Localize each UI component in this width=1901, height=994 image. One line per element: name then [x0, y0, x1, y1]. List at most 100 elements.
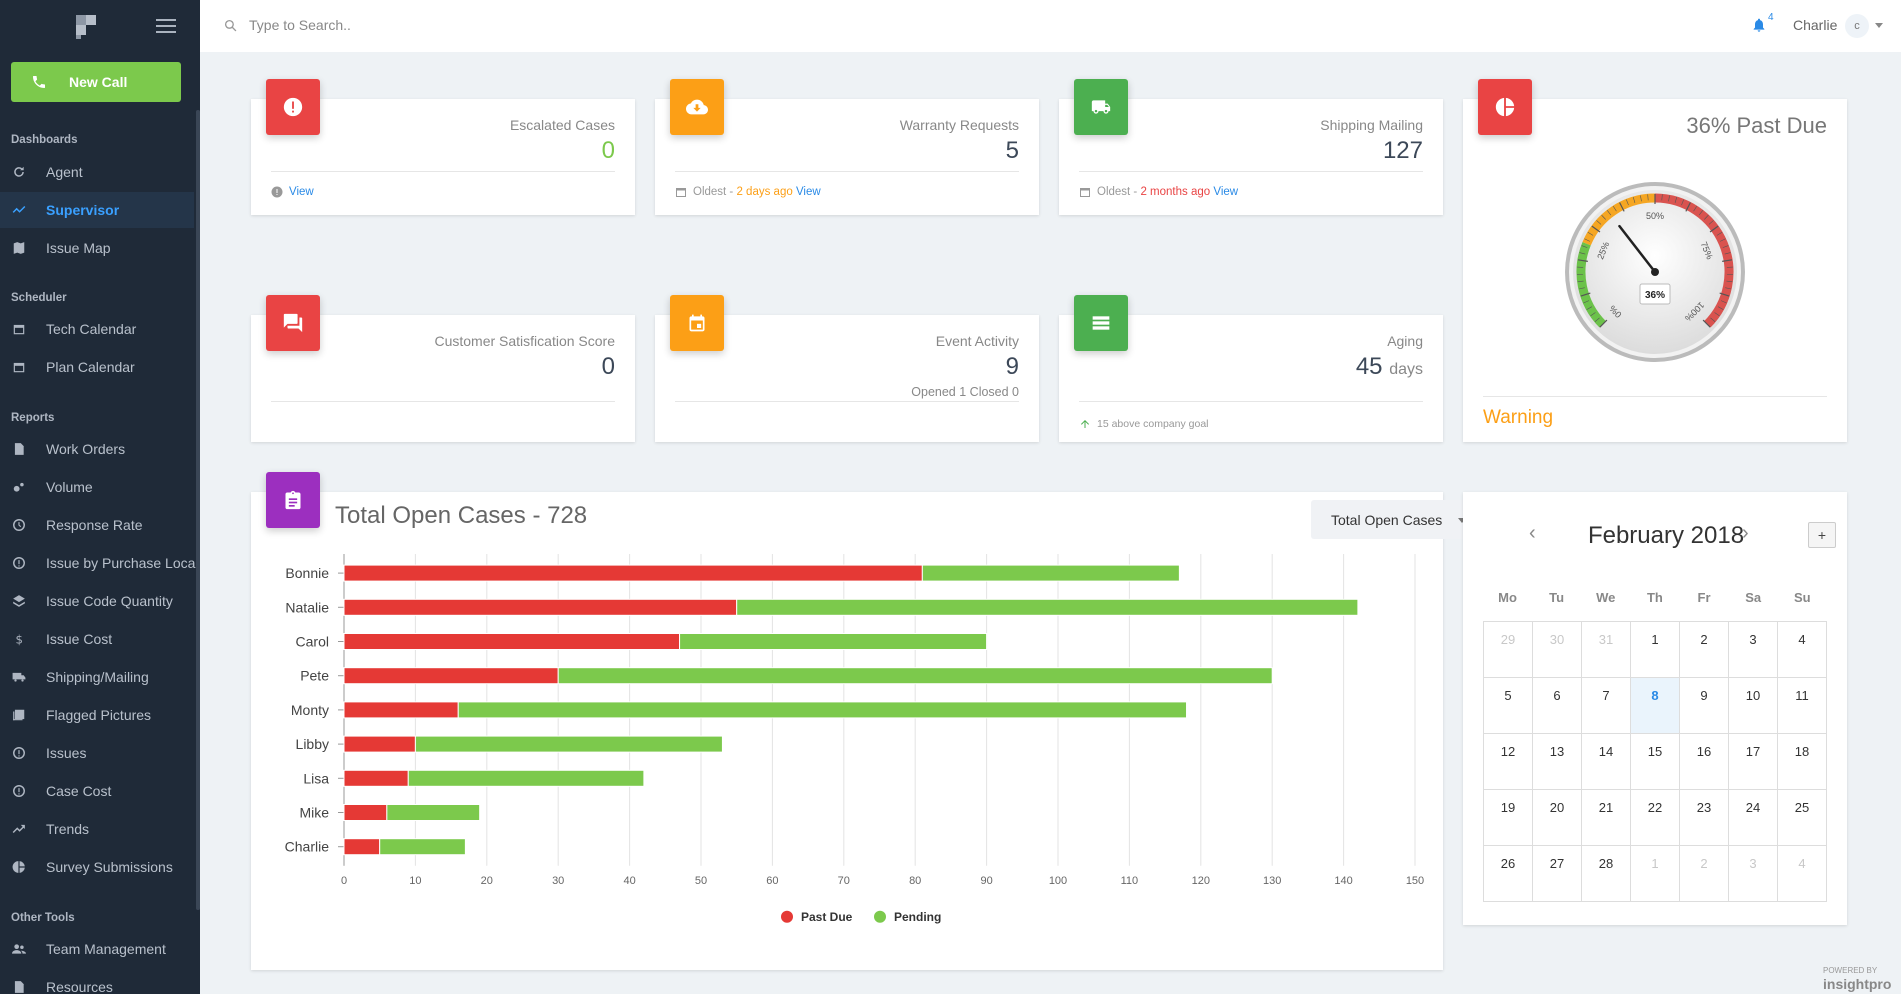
- sidebar-item-work-orders[interactable]: Work Orders: [0, 431, 194, 467]
- gauge-band: [1576, 241, 1606, 328]
- sidebar-item-issue-map[interactable]: Issue Map: [0, 230, 194, 266]
- bar-past-due[interactable]: [343, 735, 416, 753]
- calendar-day[interactable]: 6: [1533, 678, 1582, 734]
- bar-pending[interactable]: [414, 735, 723, 753]
- x-tick-label: 100: [1049, 875, 1067, 887]
- bar-past-due[interactable]: [343, 701, 459, 719]
- user-menu-caret-icon[interactable]: [1875, 23, 1883, 28]
- chart-dropdown[interactable]: Total Open Cases: [1311, 500, 1488, 539]
- bar-pending[interactable]: [679, 633, 988, 650]
- calendar-day[interactable]: 1: [1631, 846, 1680, 902]
- search-input[interactable]: Type to Search..: [249, 17, 351, 33]
- sidebar-item-survey-submissions[interactable]: Survey Submissions: [0, 849, 194, 885]
- calendar-day[interactable]: 3: [1729, 846, 1778, 902]
- calendar-add-button[interactable]: +: [1808, 522, 1836, 548]
- shipping-icon-box: [1074, 79, 1128, 135]
- search-bar[interactable]: Type to Search..: [224, 17, 351, 33]
- user-name[interactable]: Charlie: [1793, 17, 1838, 33]
- logo-icon[interactable]: [72, 12, 100, 40]
- bar-past-due[interactable]: [343, 667, 559, 685]
- calendar-prev-icon[interactable]: ‹: [1529, 522, 1536, 544]
- bar-pending[interactable]: [557, 667, 1273, 685]
- calendar-day[interactable]: 11: [1778, 678, 1827, 734]
- calendar-day[interactable]: 20: [1533, 790, 1582, 846]
- bar-past-due[interactable]: [343, 838, 381, 856]
- escalated-view-link[interactable]: View: [289, 186, 314, 198]
- calendar-day[interactable]: 24: [1729, 790, 1778, 846]
- calendar-day-today[interactable]: 8: [1631, 678, 1680, 734]
- warranty-oldest-label: Oldest -: [693, 186, 734, 198]
- sidebar-item-issue-cost[interactable]: $ Issue Cost: [0, 621, 194, 657]
- menu-toggle-icon[interactable]: [156, 19, 176, 33]
- calendar-day[interactable]: 21: [1582, 790, 1631, 846]
- calendar-day[interactable]: 26: [1484, 846, 1533, 902]
- sidebar-item-tech-calendar[interactable]: Tech Calendar: [0, 311, 194, 347]
- sidebar-item-case-cost[interactable]: Case Cost: [0, 773, 194, 809]
- notification-count: 4: [1768, 12, 1774, 23]
- calendar-day[interactable]: 13: [1533, 734, 1582, 790]
- calendar-day[interactable]: 28: [1582, 846, 1631, 902]
- sidebar-item-plan-calendar[interactable]: Plan Calendar: [0, 349, 194, 385]
- calendar-next-icon[interactable]: ›: [1742, 522, 1749, 544]
- calendar-day[interactable]: 10: [1729, 678, 1778, 734]
- category-label: Bonnie: [285, 565, 329, 581]
- calendar-day[interactable]: 22: [1631, 790, 1680, 846]
- calendar-day[interactable]: 27: [1533, 846, 1582, 902]
- bar-past-due[interactable]: [343, 804, 388, 821]
- sidebar-scrollbar[interactable]: [196, 110, 200, 910]
- calendar-day[interactable]: 18: [1778, 734, 1827, 790]
- sidebar-item-resources[interactable]: Resources: [0, 969, 194, 994]
- calendar-day[interactable]: 3: [1729, 622, 1778, 678]
- calendar-day[interactable]: 14: [1582, 734, 1631, 790]
- sidebar-item-issues[interactable]: Issues: [0, 735, 194, 771]
- calendar-day[interactable]: 2: [1680, 622, 1729, 678]
- sidebar-item-shipping-mailing[interactable]: Shipping/Mailing: [0, 659, 194, 695]
- bar-pending[interactable]: [921, 564, 1180, 582]
- bar-pending[interactable]: [407, 769, 645, 787]
- sidebar-item-flagged-pictures[interactable]: Flagged Pictures: [0, 697, 194, 733]
- bar-pending[interactable]: [379, 838, 466, 856]
- sidebar-item-response-rate[interactable]: Response Rate: [0, 507, 194, 543]
- sidebar-item-volume[interactable]: Volume: [0, 469, 194, 505]
- calendar-day[interactable]: 12: [1484, 734, 1533, 790]
- bar-past-due[interactable]: [343, 564, 923, 582]
- warranty-view-link[interactable]: View: [795, 186, 821, 198]
- calendar-day[interactable]: 16: [1680, 734, 1729, 790]
- calendar-day[interactable]: 31: [1582, 622, 1631, 678]
- calendar-day[interactable]: 5: [1484, 678, 1533, 734]
- sidebar-item-team-management[interactable]: Team Management: [0, 931, 194, 967]
- calendar-day[interactable]: 9: [1680, 678, 1729, 734]
- shipping-view-link[interactable]: View: [1213, 186, 1239, 198]
- bar-pending[interactable]: [386, 804, 481, 821]
- calendar-day[interactable]: 15: [1631, 734, 1680, 790]
- shipping-value: 127: [1382, 137, 1423, 164]
- x-tick-label: 120: [1192, 875, 1210, 887]
- x-tick-label: 140: [1334, 875, 1352, 887]
- sidebar-item-trends[interactable]: Trends: [0, 811, 194, 847]
- avatar[interactable]: c: [1845, 14, 1869, 38]
- calendar-day[interactable]: 7: [1582, 678, 1631, 734]
- calendar-day[interactable]: 29: [1484, 622, 1533, 678]
- calendar-day[interactable]: 4: [1778, 622, 1827, 678]
- calendar-day[interactable]: 30: [1533, 622, 1582, 678]
- new-call-button[interactable]: New Call: [11, 62, 181, 102]
- sidebar-item-issue-by-purchase-loca[interactable]: Issue by Purchase Loca: [0, 545, 195, 581]
- calendar-day[interactable]: 1: [1631, 622, 1680, 678]
- aging-title: Aging: [1387, 333, 1423, 349]
- calendar-day[interactable]: 2: [1680, 846, 1729, 902]
- sidebar-item-agent[interactable]: Agent: [0, 154, 194, 190]
- calendar-day[interactable]: 25: [1778, 790, 1827, 846]
- bar-past-due[interactable]: [343, 633, 681, 650]
- calendar-day[interactable]: 19: [1484, 790, 1533, 846]
- bar-pending[interactable]: [457, 701, 1188, 719]
- bar-past-due[interactable]: [343, 769, 409, 787]
- calendar-day[interactable]: 23: [1680, 790, 1729, 846]
- calendar-day[interactable]: 17: [1729, 734, 1778, 790]
- aging-footer: 15 above company goal: [1079, 418, 1209, 430]
- calendar-day[interactable]: 4: [1778, 846, 1827, 902]
- bar-pending[interactable]: [736, 598, 1359, 616]
- sidebar-item-supervisor[interactable]: Supervisor: [0, 192, 194, 228]
- bell-icon[interactable]: [1751, 16, 1767, 34]
- bar-past-due[interactable]: [343, 598, 738, 616]
- sidebar-item-issue-code-quantity[interactable]: Issue Code Quantity: [0, 583, 194, 619]
